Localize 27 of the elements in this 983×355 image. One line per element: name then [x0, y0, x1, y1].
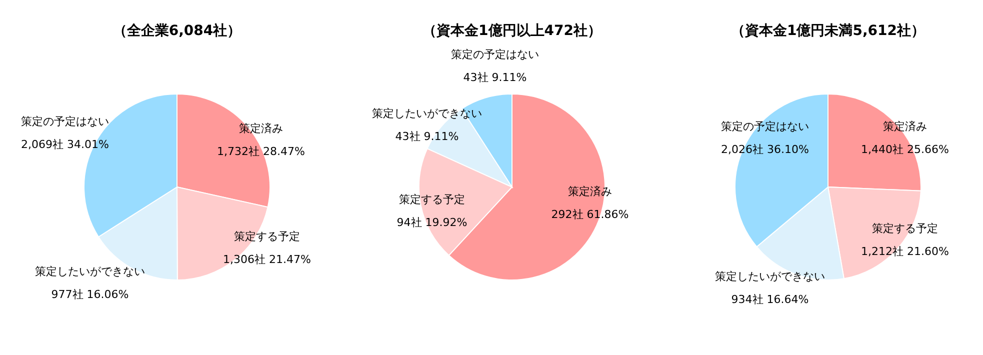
title: （全企業6,084社）	[112, 23, 242, 39]
label: 2,069社 34.01%	[21, 138, 109, 151]
label: 934社 16.64%	[731, 293, 809, 306]
label: 43社 9.11%	[463, 71, 527, 84]
label: 策定する予定	[399, 193, 465, 206]
label: 977社 16.06%	[51, 288, 129, 301]
label: 策定済み	[239, 122, 283, 135]
label: 1,732社 28.47%	[217, 145, 305, 158]
label: 策定する予定	[872, 222, 938, 235]
label: 1,306社 21.47%	[223, 253, 311, 266]
label: 292社 61.86%	[551, 208, 629, 221]
label: 策定する予定	[234, 230, 300, 243]
label: 策定したいができない	[372, 107, 482, 120]
label: 1,212社 21.60%	[861, 245, 949, 258]
label: 策定の予定はない	[721, 120, 809, 133]
label: 策定したいができない	[715, 270, 825, 283]
label: 2,026社 36.10%	[721, 143, 809, 156]
label: 策定の予定はない	[21, 115, 109, 128]
label: 94社 19.92%	[396, 216, 468, 229]
title: （資本金1億円以上472社）	[422, 23, 602, 39]
title: （資本金1億円未満5,612社）	[730, 23, 926, 39]
label: 43社 9.11%	[395, 130, 459, 143]
label: 策定したいができない	[35, 265, 145, 278]
label: 1,440社 25.66%	[861, 143, 949, 156]
label: 策定の予定はない	[451, 48, 539, 61]
label: 策定済み	[883, 120, 927, 133]
label: 策定済み	[568, 185, 612, 198]
